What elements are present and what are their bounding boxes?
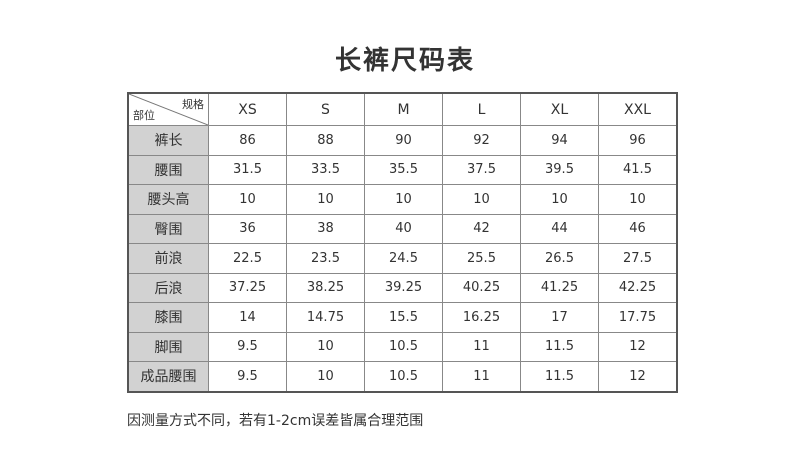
table-cell: 86 — [208, 125, 287, 156]
table-cell: 10 — [598, 184, 678, 215]
diagonal-divider — [129, 94, 208, 125]
size-header-m: M — [364, 92, 443, 126]
row-label: 腰围 — [127, 154, 209, 185]
row-label: 脚围 — [127, 331, 209, 362]
row-label: 臀围 — [127, 213, 209, 244]
table-row: 脚围 9.5 10 10.5 11 11.5 12 — [127, 331, 678, 362]
table-cell: 10.5 — [364, 331, 443, 362]
table-cell: 15.5 — [364, 302, 443, 333]
table-cell: 96 — [598, 125, 678, 156]
table-cell: 10 — [286, 331, 365, 362]
table-cell: 22.5 — [208, 243, 287, 274]
row-label: 膝围 — [127, 302, 209, 333]
table-cell: 10 — [442, 184, 521, 215]
size-header-l: L — [442, 92, 521, 126]
table-cell: 92 — [442, 125, 521, 156]
table-cell: 40 — [364, 213, 443, 244]
table-cell: 42 — [442, 213, 521, 244]
size-chart-table: 规格 部位 XS S M L XL XXL 裤长 86 88 90 92 94 96 腰围 31.5 33.… — [127, 92, 678, 393]
table-row: 臀围 36 38 40 42 44 46 — [127, 213, 678, 244]
table-cell: 37.25 — [208, 272, 287, 303]
table-cell: 31.5 — [208, 154, 287, 185]
table-cell: 94 — [520, 125, 599, 156]
corner-label-part: 部位 — [133, 109, 155, 122]
table-cell: 10 — [364, 184, 443, 215]
table-row: 成品腰围 9.5 10 10.5 11 11.5 12 — [127, 361, 678, 392]
table-row: 裤长 86 88 90 92 94 96 — [127, 125, 678, 156]
table-cell: 14 — [208, 302, 287, 333]
table-cell: 16.25 — [442, 302, 521, 333]
table-cell: 41.25 — [520, 272, 599, 303]
table-cell: 11 — [442, 331, 521, 362]
table-cell: 11.5 — [520, 331, 599, 362]
size-header-s: S — [286, 92, 365, 126]
table-row: 腰头高 10 10 10 10 10 10 — [127, 184, 678, 215]
table-cell: 12 — [598, 361, 678, 392]
table-cell: 9.5 — [208, 361, 287, 392]
row-label: 前浪 — [127, 243, 209, 274]
table-cell: 35.5 — [364, 154, 443, 185]
row-label: 腰头高 — [127, 184, 209, 215]
row-label: 裤长 — [127, 125, 209, 156]
table-cell: 10 — [286, 361, 365, 392]
table-cell: 11.5 — [520, 361, 599, 392]
table-row: 前浪 22.5 23.5 24.5 25.5 26.5 27.5 — [127, 243, 678, 274]
table-cell: 90 — [364, 125, 443, 156]
table-cell: 38 — [286, 213, 365, 244]
table-row: 后浪 37.25 38.25 39.25 40.25 41.25 42.25 — [127, 272, 678, 303]
table-cell: 25.5 — [442, 243, 521, 274]
table-cell: 88 — [286, 125, 365, 156]
table-cell: 10 — [520, 184, 599, 215]
table-cell: 39.5 — [520, 154, 599, 185]
table-cell: 10 — [208, 184, 287, 215]
table-cell: 42.25 — [598, 272, 678, 303]
corner-header-cell: 规格 部位 — [127, 92, 209, 126]
table-cell: 40.25 — [442, 272, 521, 303]
table-cell: 36 — [208, 213, 287, 244]
row-label: 成品腰围 — [127, 361, 209, 392]
table-cell: 14.75 — [286, 302, 365, 333]
table-cell: 26.5 — [520, 243, 599, 274]
size-header-xs: XS — [208, 92, 287, 126]
size-header-xl: XL — [520, 92, 599, 126]
corner-label-size: 规格 — [182, 98, 204, 111]
table-cell: 33.5 — [286, 154, 365, 185]
page-title: 长裤尺码表 — [334, 46, 475, 76]
table-cell: 24.5 — [364, 243, 443, 274]
table-row: 膝围 14 14.75 15.5 16.25 17 17.75 — [127, 302, 678, 333]
table-cell: 44 — [520, 213, 599, 244]
table-cell: 10 — [286, 184, 365, 215]
table-cell: 11 — [442, 361, 521, 392]
table-cell: 9.5 — [208, 331, 287, 362]
table-cell: 27.5 — [598, 243, 678, 274]
row-label: 后浪 — [127, 272, 209, 303]
table-cell: 38.25 — [286, 272, 365, 303]
measurement-note: 因测量方式不同，若有1-2cm误差皆属合理范围 — [127, 413, 424, 429]
header-row: 规格 部位 XS S M L XL XXL — [127, 92, 678, 126]
table-cell: 17 — [520, 302, 599, 333]
table-cell: 46 — [598, 213, 678, 244]
table-cell: 23.5 — [286, 243, 365, 274]
table-cell: 41.5 — [598, 154, 678, 185]
table-cell: 39.25 — [364, 272, 443, 303]
table-cell: 12 — [598, 331, 678, 362]
table-cell: 17.75 — [598, 302, 678, 333]
table-cell: 37.5 — [442, 154, 521, 185]
table-row: 腰围 31.5 33.5 35.5 37.5 39.5 41.5 — [127, 154, 678, 185]
table-cell: 10.5 — [364, 361, 443, 392]
size-header-xxl: XXL — [598, 92, 678, 126]
